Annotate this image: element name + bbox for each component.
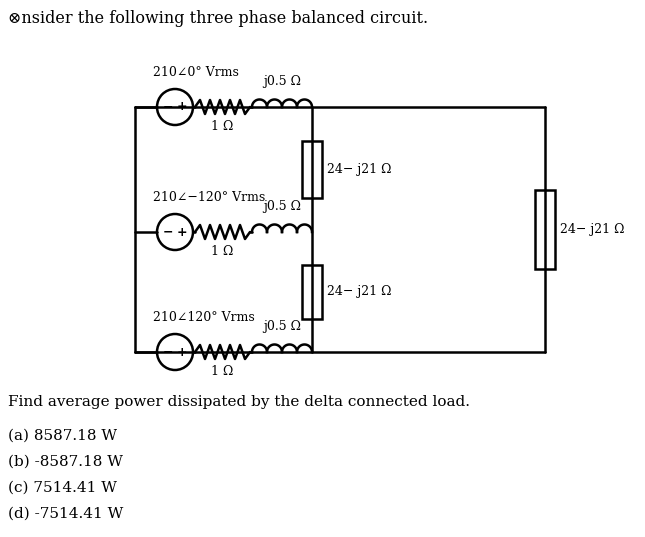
Bar [535,190,555,268]
Text: (b) -8587.18 W: (b) -8587.18 W [8,455,123,469]
Text: 1 Ω: 1 Ω [212,365,233,378]
Text: j0.5 Ω: j0.5 Ω [263,200,301,213]
Text: ⊗nsider the following three phase balanced circuit.: ⊗nsider the following three phase balanc… [8,10,428,27]
Text: (c) 7514.41 W: (c) 7514.41 W [8,481,117,495]
Text: 210∠120° Vrms: 210∠120° Vrms [153,311,255,324]
Text: 210∠−120° Vrms: 210∠−120° Vrms [153,191,265,204]
Text: +: + [177,226,188,238]
Text: −: − [163,345,173,359]
Text: −: − [163,100,173,113]
Text: 24− j21 Ω: 24− j21 Ω [327,286,392,299]
Text: j0.5 Ω: j0.5 Ω [263,320,301,333]
Text: 1 Ω: 1 Ω [212,120,233,133]
Text: (d) -7514.41 W: (d) -7514.41 W [8,507,123,521]
Text: +: + [177,100,188,113]
Text: j0.5 Ω: j0.5 Ω [263,75,301,88]
Text: (a) 8587.18 W: (a) 8587.18 W [8,429,117,443]
Text: −: − [163,226,173,238]
Bar [302,265,322,319]
Text: Find average power dissipated by the delta connected load.: Find average power dissipated by the del… [8,395,470,409]
Text: 24− j21 Ω: 24− j21 Ω [327,163,392,176]
Text: +: + [177,345,188,359]
Text: 210∠0° Vrms: 210∠0° Vrms [153,66,239,79]
Text: 24− j21 Ω: 24− j21 Ω [560,223,624,236]
Text: 1 Ω: 1 Ω [212,245,233,258]
Bar [302,141,322,198]
